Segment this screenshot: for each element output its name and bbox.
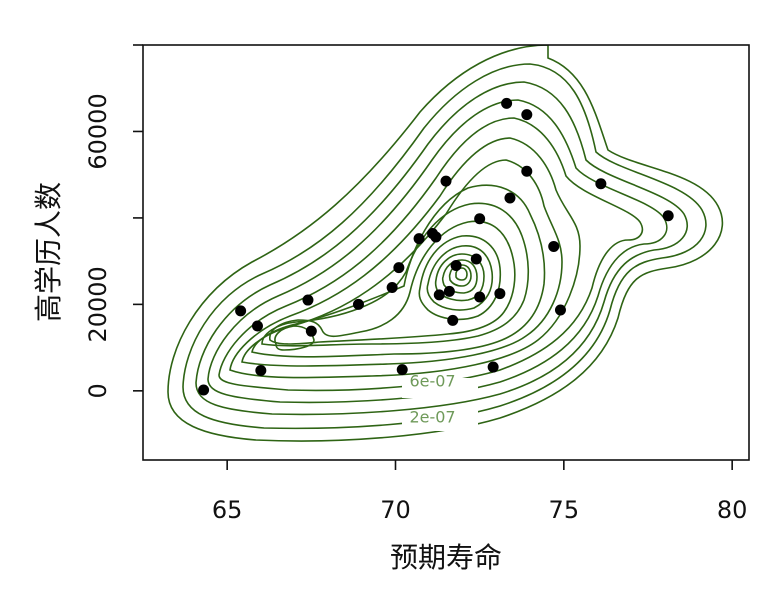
data-point <box>494 288 506 300</box>
data-point <box>595 178 607 190</box>
x-axis: 65 70 75 80 <box>212 460 748 524</box>
data-point <box>450 259 462 271</box>
data-point <box>521 109 533 121</box>
x-axis-title: 预期寿命 <box>390 541 502 574</box>
data-point <box>521 165 533 177</box>
data-point <box>443 285 455 297</box>
x-tick-label: 75 <box>549 496 580 524</box>
contour-level-1 <box>167 45 724 442</box>
data-point <box>474 291 486 303</box>
data-point <box>474 213 486 225</box>
data-point <box>305 325 317 337</box>
y-tick-label: 60000 <box>84 93 112 169</box>
data-point <box>470 253 482 265</box>
contour-label: 2e-07 <box>409 407 455 426</box>
contour-level-17 <box>455 267 468 281</box>
data-point <box>433 289 445 301</box>
contour-level-15 <box>441 259 478 294</box>
data-point <box>554 304 566 316</box>
data-point <box>504 192 516 204</box>
y-axis-title: 高学历人数 <box>32 182 65 322</box>
data-point <box>393 262 405 274</box>
data-point <box>413 233 425 245</box>
data-point <box>662 210 674 222</box>
contour-level-8 <box>251 184 546 358</box>
data-point <box>255 365 267 377</box>
contour-level-12 <box>418 235 502 321</box>
y-axis: 0 20000 60000 <box>84 44 143 398</box>
x-tick-label: 70 <box>380 496 411 524</box>
contour-level-11 <box>274 325 315 351</box>
data-point <box>501 97 513 109</box>
contour-label: 6e-07 <box>409 372 455 391</box>
data-point <box>198 384 210 396</box>
data-point <box>235 305 247 317</box>
data-point <box>548 240 560 252</box>
data-point <box>352 298 364 310</box>
contour-level-9 <box>261 202 530 347</box>
data-point <box>447 314 459 326</box>
x-tick-label: 65 <box>212 496 243 524</box>
contour-level-10 <box>269 220 516 345</box>
contour-level-6 <box>229 137 581 379</box>
contour-labels: 6e-07 2e-07 <box>409 372 455 427</box>
data-point <box>302 294 314 306</box>
data-point <box>386 282 398 294</box>
data-point <box>430 231 442 243</box>
data-point <box>396 364 408 376</box>
contour-level-13 <box>426 245 494 311</box>
y-tick-label: 0 <box>84 383 112 398</box>
data-point <box>251 320 263 332</box>
scatter-points <box>198 97 674 396</box>
contour-level-3 <box>195 81 689 416</box>
y-tick-label: 20000 <box>84 266 112 342</box>
plot-frame <box>142 44 750 461</box>
x-tick-label: 80 <box>717 496 748 524</box>
contour-level-7 <box>241 159 563 367</box>
data-point <box>440 175 452 187</box>
data-point <box>487 361 499 373</box>
